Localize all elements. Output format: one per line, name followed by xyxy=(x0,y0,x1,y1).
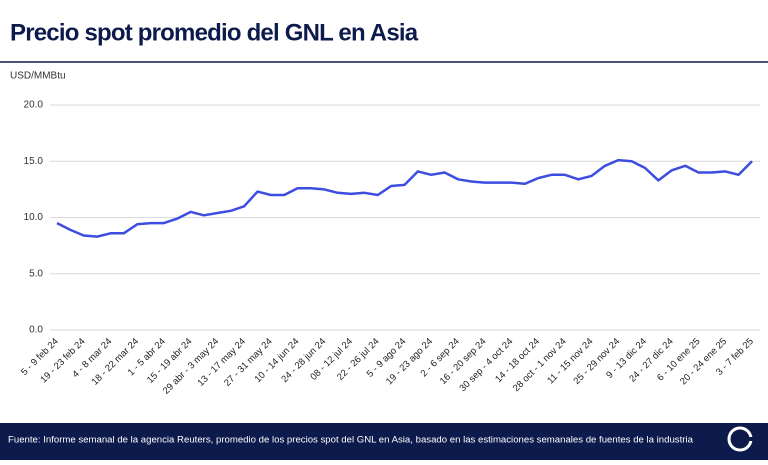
logo xyxy=(727,426,754,452)
data-line xyxy=(56,158,753,238)
source-note: Fuente: Informe semanal de la agencia Re… xyxy=(8,435,694,446)
y-tick-label: 5.0 xyxy=(29,268,43,279)
y-tick-label: 15.0 xyxy=(24,156,44,167)
y-tick-label: 20.0 xyxy=(24,100,44,111)
y-tick-label: 10.0 xyxy=(24,212,44,223)
footer-bar xyxy=(0,423,768,460)
y-tick-label: 0.0 xyxy=(29,325,43,336)
chart-title: Precio spot promedio del GNL en Asia xyxy=(10,19,419,46)
y-axis-label: USD/MMBtu xyxy=(10,71,66,82)
